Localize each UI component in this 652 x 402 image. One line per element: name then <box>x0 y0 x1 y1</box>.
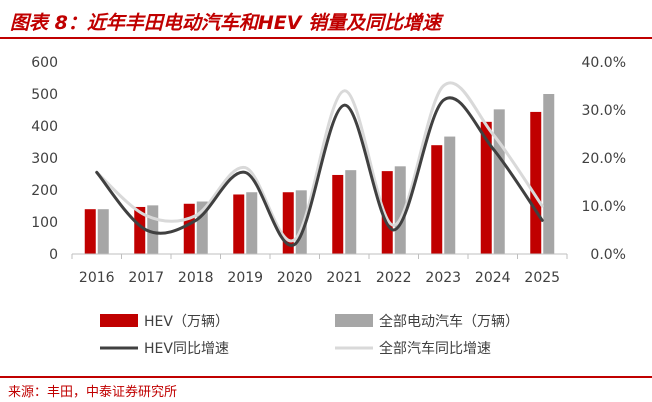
ev-bar <box>394 166 406 254</box>
x-tick-label: 2024 <box>475 270 511 286</box>
x-tick-label: 2019 <box>227 270 263 286</box>
right-tick-label: 20.0% <box>582 151 626 167</box>
x-tick-label: 2025 <box>524 270 560 286</box>
ev-bar <box>97 209 109 254</box>
left-tick-label: 500 <box>31 87 58 103</box>
right-tick-label: 0.0% <box>590 247 626 263</box>
x-tick-label: 2017 <box>128 270 164 286</box>
left-axis: 0 100 200 300 400 500 600 <box>31 55 58 263</box>
hev-bar <box>530 111 542 254</box>
hev-bar <box>480 121 492 254</box>
x-axis: 2016 2017 2018 2019 2020 2021 2022 2023 2024 2025 <box>71 253 568 286</box>
hev-bar <box>282 192 294 254</box>
left-tick-label: 400 <box>31 119 58 135</box>
legend-swatch <box>335 314 373 327</box>
hev-bar <box>233 194 245 254</box>
x-tick-label: 2016 <box>79 270 115 286</box>
left-tick-label: 200 <box>31 183 58 199</box>
legend-label: HEV同比增速 <box>144 341 229 357</box>
hev-bar <box>134 206 146 254</box>
ev-bar <box>345 170 357 254</box>
hev-bar <box>332 174 344 254</box>
right-axis: 0.0% 10.0% 20.0% 30.0% 40.0% <box>582 55 626 263</box>
hev-bar <box>381 171 393 254</box>
right-tick-label: 30.0% <box>582 103 626 119</box>
x-tick-label: 2021 <box>326 270 362 286</box>
right-tick-label: 40.0% <box>582 55 626 71</box>
ev-bar <box>196 201 208 254</box>
left-tick-label: 300 <box>31 151 58 167</box>
x-tick-label: 2018 <box>178 270 214 286</box>
ev-bar <box>543 94 555 254</box>
ev-bar <box>493 109 505 254</box>
ev-bar <box>295 190 307 254</box>
combo-chart: 0 100 200 300 400 500 600 0.0% 10.0% 20.0% 30.0% 4… <box>31 55 626 357</box>
source-note: 来源：丰田，中泰证券研究所 <box>8 385 178 400</box>
ev-bar <box>444 136 456 254</box>
hev-growth-line <box>95 96 544 247</box>
footer-divider <box>0 376 652 378</box>
legend-swatch <box>100 314 138 327</box>
hev-bar <box>431 145 443 254</box>
left-tick-label: 100 <box>31 215 58 231</box>
ev-bar <box>246 192 258 254</box>
legend-label: HEV（万辆） <box>144 314 229 330</box>
hev-bar <box>183 203 195 254</box>
left-tick-label: 0 <box>49 247 58 263</box>
right-tick-label: 10.0% <box>582 199 626 215</box>
legend: HEV（万辆） 全部电动汽车（万辆） HEV同比增速 全部汽车同比增速 <box>100 313 519 357</box>
chart-title: 图表 8：近年丰田电动汽车和HEV 销量及同比增速 <box>10 12 442 34</box>
bar-series <box>84 94 555 254</box>
line-series <box>95 81 544 247</box>
legend-label: 全部电动汽车（万辆） <box>379 313 519 330</box>
legend-label: 全部汽车同比增速 <box>379 340 491 357</box>
hev-bar <box>84 209 96 254</box>
title-divider <box>0 37 652 39</box>
left-tick-label: 600 <box>31 55 58 71</box>
x-tick-label: 2023 <box>425 270 461 286</box>
ev-growth-line <box>95 81 544 243</box>
ev-bar <box>147 205 159 254</box>
x-tick-label: 2020 <box>277 270 313 286</box>
x-tick-label: 2022 <box>376 270 412 286</box>
